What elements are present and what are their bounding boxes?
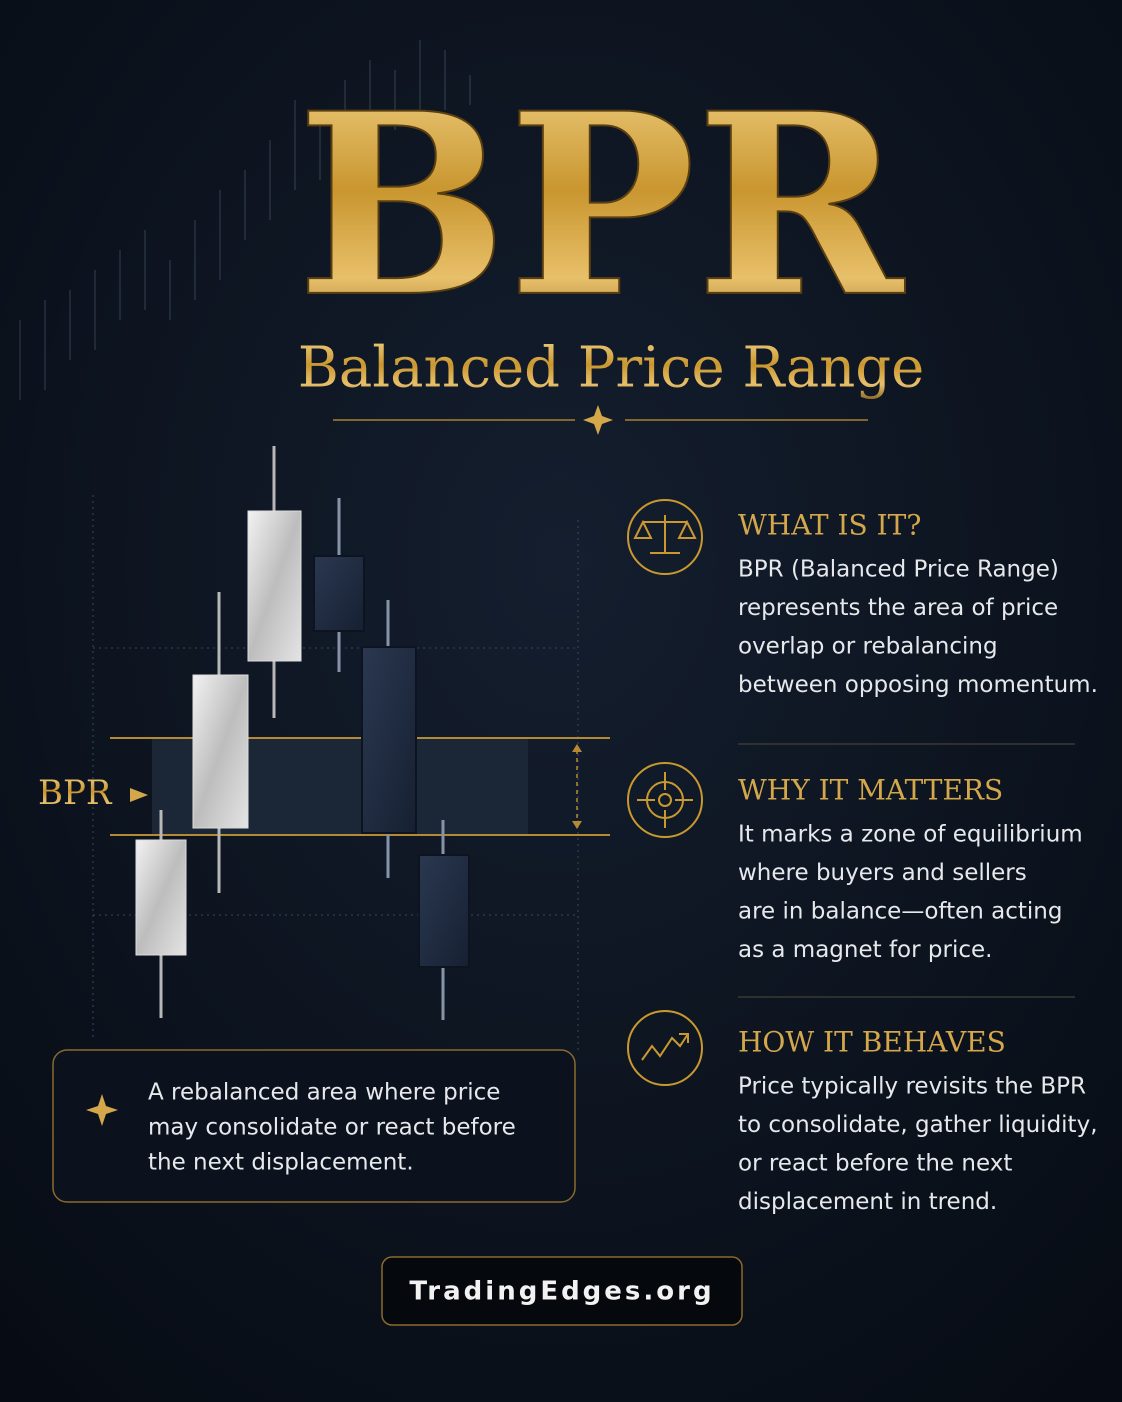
section-line: represents the area of price	[738, 595, 1058, 621]
icons	[627, 499, 703, 1086]
candle	[418, 854, 470, 968]
section-line: where buyers and sellers	[738, 860, 1027, 886]
section-line: to consolidate, gather liquidity,	[738, 1112, 1098, 1138]
section-heading: WHAT IS IT?	[738, 509, 921, 542]
footer: TradingEdges.org	[409, 1277, 714, 1307]
note-line: may consolidate or react before	[148, 1115, 516, 1141]
candle	[192, 674, 249, 829]
sections: WHAT IS IT? BPR (Balanced Price Range) rep…	[738, 509, 1098, 1216]
subtitle: Balanced Price Range	[298, 336, 925, 401]
section-line: Price typically revisits the BPR	[738, 1074, 1086, 1100]
candle	[313, 555, 365, 632]
background-chart	[19, 40, 471, 400]
zone-label: BPR	[38, 773, 113, 813]
divider	[333, 405, 868, 435]
section-line: It marks a zone of equilibrium	[738, 822, 1083, 848]
candle	[361, 646, 417, 834]
section-heading: WHY IT MATTERS	[738, 774, 1003, 807]
section-line: BPR (Balanced Price Range)	[738, 557, 1059, 583]
candles	[135, 446, 470, 1020]
title: BPR	[296, 58, 905, 352]
note-line: the next displacement.	[148, 1150, 414, 1176]
note-star	[86, 1094, 118, 1126]
candle	[247, 510, 302, 662]
section-line: between opposing momentum.	[738, 672, 1098, 698]
guide-lines	[92, 495, 579, 1050]
section-heading: HOW IT BEHAVES	[738, 1026, 1006, 1059]
note-line: A rebalanced area where price	[148, 1080, 500, 1106]
footer-box	[381, 1256, 743, 1326]
section-line: as a magnet for price.	[738, 937, 992, 963]
zone-label-arrow	[130, 788, 148, 802]
section-line: are in balance—often acting	[738, 899, 1062, 925]
section-line: displacement in trend.	[738, 1189, 997, 1215]
section-line: overlap or rebalancing	[738, 634, 998, 660]
candle	[135, 839, 187, 956]
section-line: or react before the next	[738, 1151, 1012, 1177]
note-box	[52, 1049, 576, 1203]
